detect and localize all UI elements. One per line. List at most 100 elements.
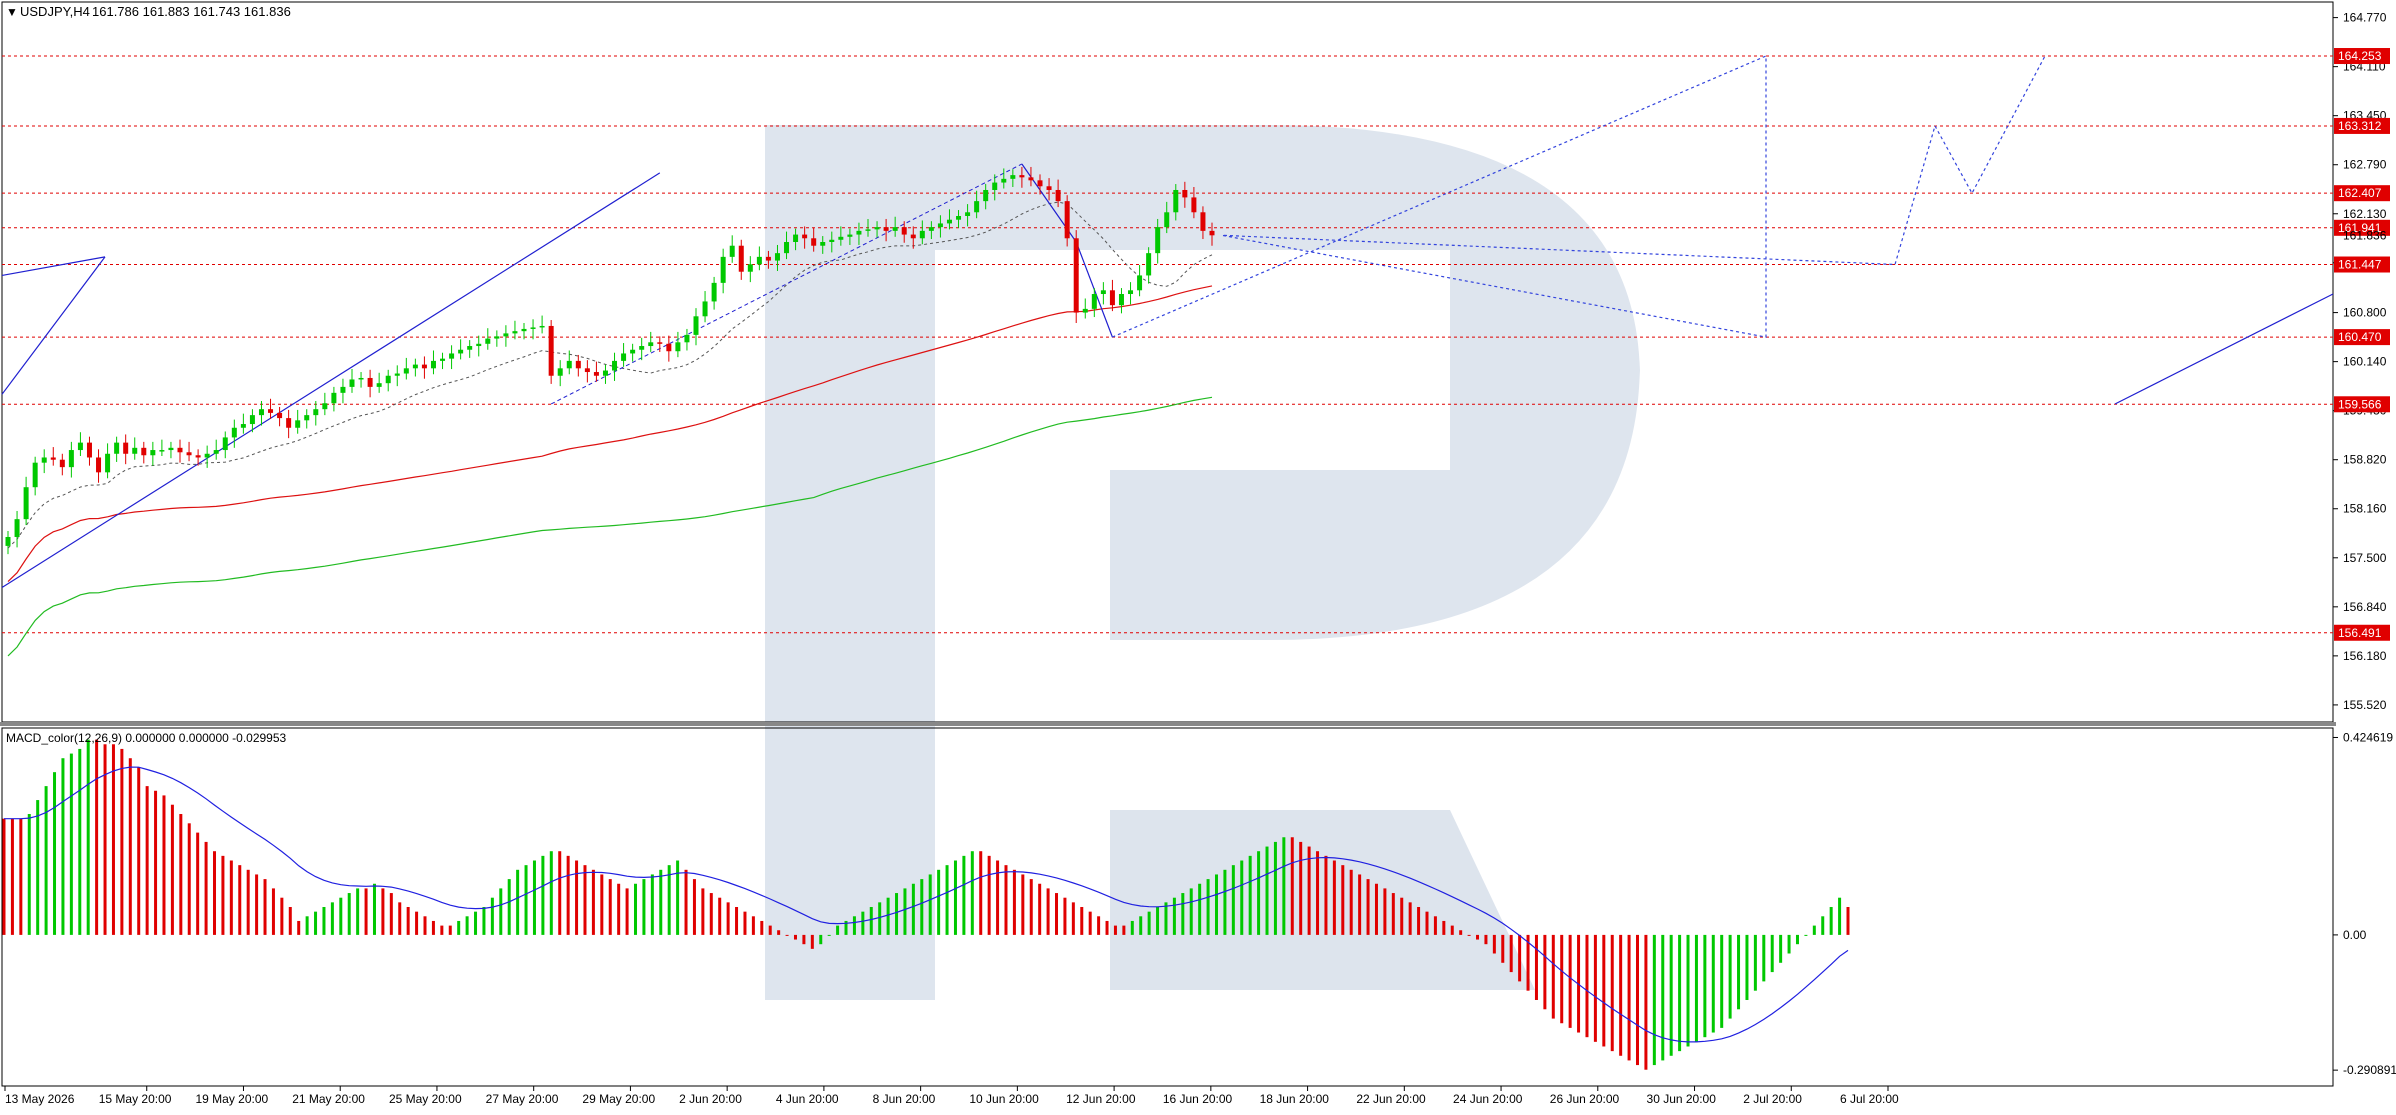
macd-bar (1694, 934, 1698, 1042)
macd-bar (1543, 934, 1547, 1010)
macd-bar (617, 883, 621, 935)
candle-body (1182, 189, 1188, 198)
macd-bar (1021, 874, 1025, 935)
symbol-dropdown-icon[interactable]: ▼ (6, 5, 18, 19)
macd-bar (760, 920, 764, 935)
macd-bar (381, 888, 385, 935)
candle-body (77, 442, 83, 451)
macd-bar (549, 851, 553, 935)
time-tick-label: 30 Jun 20:00 (1647, 1092, 1717, 1106)
candle-body (630, 349, 636, 354)
macd-bar (1501, 934, 1505, 963)
macd-bar (532, 860, 536, 935)
macd-bar (204, 841, 208, 935)
macd-bar (474, 911, 478, 935)
candle-body (50, 457, 56, 460)
candle-body (68, 450, 74, 468)
macd-bar (1366, 879, 1370, 935)
candle-body (1164, 212, 1170, 228)
candle-body (268, 409, 274, 413)
candle-body (349, 379, 355, 387)
ohlc-readout: 161.786 161.883 161.743 161.836 (92, 4, 291, 19)
level-price-badge (2334, 219, 2390, 236)
macd-bar (1686, 934, 1690, 1047)
macd-bar (389, 893, 393, 935)
macd-bar (1139, 916, 1143, 935)
candle-body (313, 409, 319, 416)
macd-bar (111, 744, 115, 935)
candle-body (820, 242, 826, 246)
candle-body (494, 336, 500, 339)
candle-body (666, 343, 672, 352)
macd-bar (499, 888, 503, 935)
levels-layer (2, 55, 2333, 634)
macd-bar (457, 920, 461, 935)
candle-body (5, 536, 11, 546)
candle-body (286, 418, 292, 428)
macd-label: MACD_color(12,26,9) 0.000000 0.000000 -0… (6, 731, 287, 745)
level-price-label: 161.941 (2338, 221, 2382, 235)
macd-bar (1391, 893, 1395, 935)
candle-body (865, 229, 871, 231)
level-price-badge (2334, 117, 2390, 134)
time-tick-label: 19 May 20:00 (195, 1092, 268, 1106)
price-tick-label: 156.180 (2343, 649, 2387, 663)
macd-bar (1029, 879, 1033, 935)
candle-body (1128, 290, 1134, 295)
macd-bar (398, 902, 402, 935)
macd-bar (1181, 893, 1185, 935)
candle-body (675, 342, 681, 352)
macd-bar (1400, 897, 1404, 935)
macd-bar (288, 907, 292, 935)
macd-bar (1627, 934, 1631, 1061)
macd-bar (36, 800, 40, 935)
candle-body (1191, 197, 1197, 213)
macd-bar (1282, 837, 1286, 935)
macd-bar (53, 772, 57, 935)
macd-bar (1762, 934, 1766, 982)
macd-bar (187, 823, 191, 935)
macd-bar (280, 897, 284, 935)
candle-body (910, 234, 916, 239)
price-tick-label: 157.500 (2343, 551, 2387, 565)
macd-bar (448, 925, 452, 935)
macd-bar (692, 879, 696, 935)
macd-bar (372, 883, 376, 935)
macd-signal-line (4, 766, 1849, 1043)
candle-body (476, 343, 482, 347)
macd-bar (347, 893, 351, 935)
macd-bar (768, 925, 772, 935)
macd-bar (920, 879, 924, 935)
candle-body (412, 364, 418, 369)
candle-body (856, 230, 862, 235)
candle-body (729, 245, 735, 257)
time-tick-label: 8 Jun 20:00 (873, 1092, 936, 1106)
time-tick-label: 24 Jun 20:00 (1453, 1092, 1523, 1106)
price-tick-label: 160.800 (2343, 306, 2387, 320)
macd-bar (1130, 920, 1134, 935)
macd-bar (1088, 911, 1092, 935)
candle-body (874, 227, 880, 230)
macd-bar (1248, 855, 1252, 935)
candles (5, 166, 1215, 555)
macd-bar (1770, 934, 1774, 973)
macd-bar (878, 902, 882, 935)
level-price-label: 162.407 (2338, 186, 2382, 200)
macd-bar (1349, 869, 1353, 935)
macd-bar (465, 916, 469, 935)
candle-body (1200, 212, 1206, 231)
macd-bar (1711, 934, 1715, 1033)
forecast-path (1112, 55, 2046, 338)
macd-bar (196, 832, 200, 935)
price-tick-label: 155.520 (2343, 698, 2387, 712)
macd-bar (2, 818, 6, 935)
macd-bar (86, 739, 90, 935)
macd-bar (1358, 874, 1362, 935)
candle-body (765, 256, 771, 261)
macd-bar (1113, 925, 1117, 935)
candle-body (340, 386, 346, 393)
candle-body (956, 215, 962, 220)
macd-bar (137, 767, 141, 935)
candle-body (919, 230, 925, 239)
